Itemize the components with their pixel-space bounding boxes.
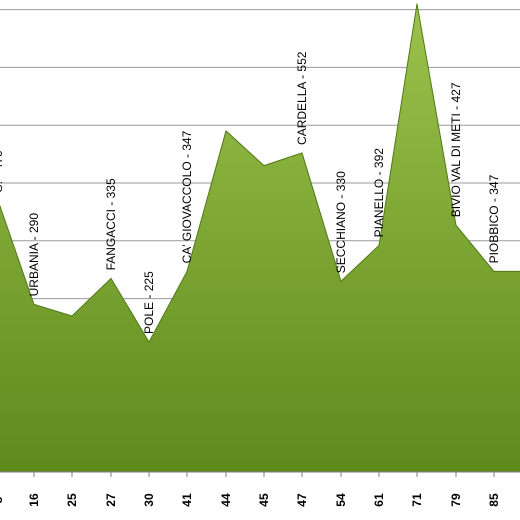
data-point-25: [71, 315, 73, 317]
data-point-44: [225, 130, 227, 132]
point-label: SECCHIANO - 330: [334, 171, 348, 273]
data-point-54: [340, 280, 342, 282]
x-tick-label: 44: [219, 493, 233, 507]
point-label: CARDELLA - 552: [295, 51, 309, 145]
point-label: BIVIO VAL DI METI - 427: [449, 82, 463, 217]
x-tick-label: 47: [295, 493, 309, 507]
data-point-27: [110, 277, 112, 279]
x-tick-label: 79: [449, 493, 463, 507]
point-label: CA' GIOVACCOLO - 347: [180, 130, 194, 263]
point-label: PIANELLO - 392: [372, 148, 386, 238]
x-tick-label: 45: [257, 493, 271, 507]
x-tick-label: 61: [372, 493, 386, 507]
x-tick-label: 85: [487, 493, 501, 507]
point-label: POLE - 225: [142, 271, 156, 334]
data-point-45: [263, 165, 265, 167]
point-label: PIOBBICO - 347: [487, 174, 501, 263]
point-label: URBANIA - 290: [27, 213, 41, 297]
elevation-area-path: [0, 3, 520, 473]
x-tick-label: 41: [180, 493, 194, 507]
elevation-area: [0, 3, 520, 473]
data-point-16: [33, 303, 35, 305]
x-tick-label: 54: [334, 493, 348, 507]
x-tick-label: 30: [142, 493, 156, 507]
data-point-30: [148, 341, 150, 343]
data-point-71: [416, 3, 418, 5]
point-labels: S. - 470 URBANIA - 290 FANGACCI - 335 POLE …: [0, 51, 501, 334]
x-tick-label: 71: [410, 493, 424, 507]
x-axis: 8 16 25 27 30 41 44 45 47 54 61 71 79 85: [0, 471, 520, 507]
point-label: S. - 470: [0, 150, 5, 192]
data-point-47: [301, 152, 303, 154]
data-point-41: [186, 270, 188, 272]
x-tick-label: 27: [104, 493, 118, 507]
data-point-85: [493, 270, 495, 272]
x-tick-label: 16: [27, 493, 41, 507]
x-tick-label: 8: [0, 496, 5, 503]
data-point-61: [378, 244, 380, 246]
x-tick-label: 25: [65, 493, 79, 507]
data-point-79: [455, 224, 457, 226]
point-label: FANGACCI - 335: [104, 178, 118, 270]
